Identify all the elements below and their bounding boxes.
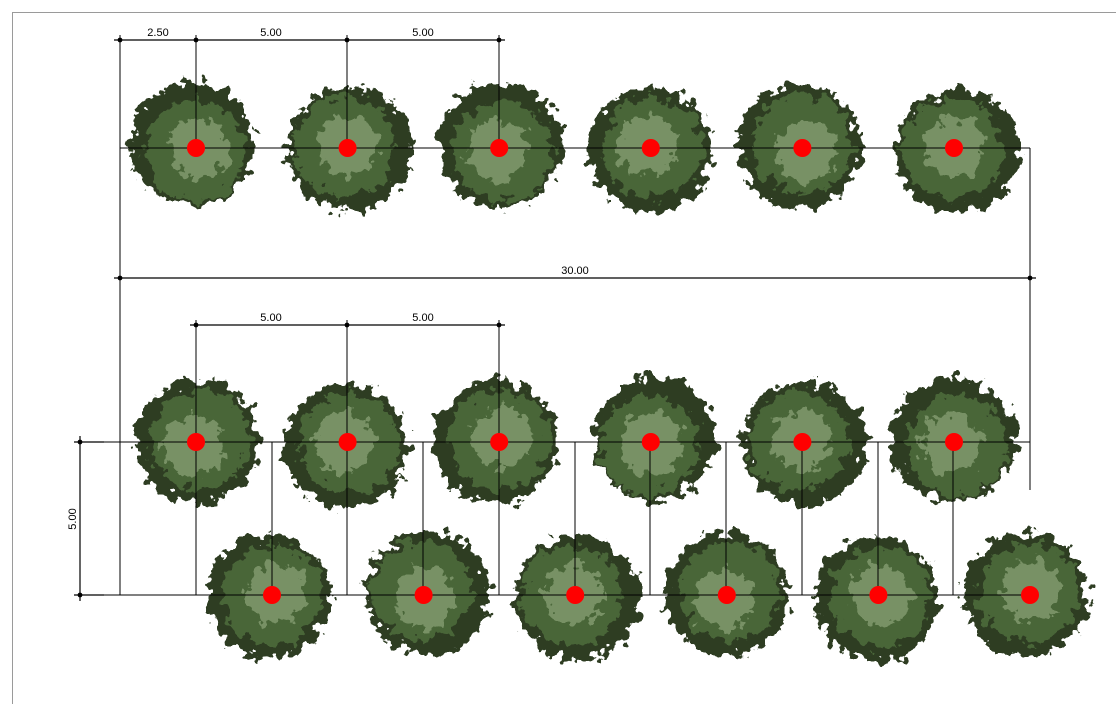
planting-point-markers xyxy=(187,139,1039,604)
planting-point-marker xyxy=(641,139,660,157)
tree-canopies xyxy=(130,82,1088,661)
dimension-label-vertical: 5.00 xyxy=(67,508,79,529)
planting-point-marker xyxy=(566,586,585,604)
planting-point-marker xyxy=(945,139,963,157)
planting-point-marker xyxy=(490,433,509,451)
dimension-ticks xyxy=(77,37,1033,598)
planting-point-marker xyxy=(187,433,205,451)
dimension-label: 5.00 xyxy=(260,312,281,324)
dimension-label: 5.00 xyxy=(260,27,281,39)
planting-point-marker xyxy=(338,433,357,451)
planting-point-marker xyxy=(187,139,205,157)
dimension-label: 2.50 xyxy=(147,27,168,39)
planting-point-marker xyxy=(338,139,357,157)
tree-canopy xyxy=(737,84,862,208)
planting-point-marker xyxy=(793,139,812,157)
planting-point-marker xyxy=(869,586,888,604)
planting-point-marker xyxy=(263,586,281,604)
dimension-label-overall: 30.00 xyxy=(561,265,589,277)
planting-point-marker xyxy=(414,586,433,604)
planting-point-marker xyxy=(793,433,812,451)
planting-point-marker xyxy=(945,433,963,451)
drawing-frame xyxy=(12,12,1116,704)
planting-point-marker xyxy=(1021,586,1039,604)
dimension-label: 5.00 xyxy=(412,312,433,324)
planting-point-marker xyxy=(717,586,736,604)
planting-point-marker xyxy=(490,139,509,157)
dimension-label: 5.00 xyxy=(412,27,433,39)
planting-point-marker xyxy=(641,433,660,451)
dimension-lines xyxy=(74,39,1036,601)
